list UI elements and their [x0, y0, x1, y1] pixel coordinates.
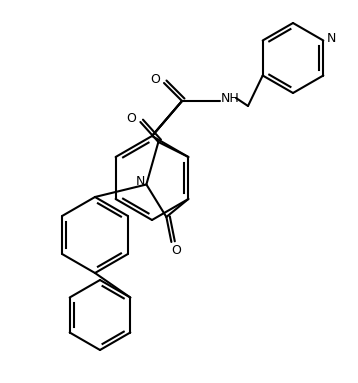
Text: N: N: [136, 175, 145, 188]
Text: N: N: [326, 32, 336, 45]
Text: O: O: [171, 244, 181, 257]
Text: NH: NH: [221, 92, 240, 105]
Text: O: O: [150, 72, 160, 85]
Text: O: O: [126, 111, 136, 124]
